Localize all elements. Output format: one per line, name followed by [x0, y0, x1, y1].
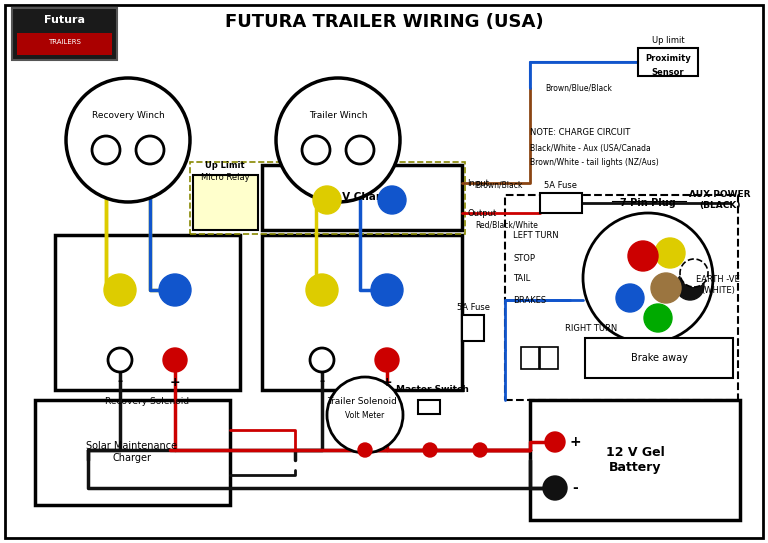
- Text: +: +: [170, 376, 180, 388]
- Circle shape: [104, 274, 136, 306]
- Text: Trailer Solenoid: Trailer Solenoid: [327, 397, 397, 407]
- Bar: [262, 235, 462, 390]
- Text: STOP: STOP: [513, 254, 535, 262]
- Circle shape: [651, 273, 681, 303]
- Circle shape: [655, 238, 685, 268]
- Text: -: -: [118, 376, 123, 388]
- Bar: [521, 347, 539, 369]
- Text: Brown/White - tail lights (NZ/Aus): Brown/White - tail lights (NZ/Aus): [530, 157, 659, 167]
- Text: Sensor: Sensor: [652, 67, 684, 77]
- Bar: [12, 8, 117, 60]
- Bar: [540, 347, 558, 369]
- Circle shape: [327, 377, 403, 453]
- Circle shape: [473, 443, 487, 457]
- Circle shape: [108, 348, 132, 372]
- Circle shape: [371, 274, 403, 306]
- Circle shape: [92, 136, 120, 164]
- Text: FUTURA TRAILER WIRING (USA): FUTURA TRAILER WIRING (USA): [225, 13, 543, 31]
- Circle shape: [346, 136, 374, 164]
- Text: Recovery Solenoid: Recovery Solenoid: [105, 397, 189, 407]
- Bar: [193, 175, 258, 230]
- Text: +: +: [382, 376, 392, 388]
- Circle shape: [136, 136, 164, 164]
- Text: BRAKES: BRAKES: [513, 295, 546, 305]
- Circle shape: [306, 274, 338, 306]
- Circle shape: [159, 274, 191, 306]
- Circle shape: [302, 136, 330, 164]
- Bar: [505, 195, 738, 400]
- Circle shape: [644, 304, 672, 332]
- Circle shape: [66, 78, 190, 202]
- Text: -: -: [572, 481, 578, 495]
- Text: Futura: Futura: [44, 15, 84, 25]
- Text: 7 Pin Plug: 7 Pin Plug: [620, 198, 676, 208]
- Circle shape: [423, 443, 437, 457]
- Circle shape: [545, 432, 565, 452]
- Text: 5A Fuse: 5A Fuse: [545, 180, 578, 190]
- Circle shape: [676, 272, 704, 300]
- Text: 12 V Gel
Battery: 12 V Gel Battery: [606, 446, 664, 474]
- Text: Trailer Winch: Trailer Winch: [309, 110, 367, 119]
- Bar: [540, 193, 582, 213]
- Text: Brake away: Brake away: [631, 353, 687, 363]
- Circle shape: [378, 186, 406, 214]
- Circle shape: [546, 433, 564, 451]
- Bar: [462, 315, 484, 341]
- Text: Proximity: Proximity: [645, 54, 691, 62]
- Text: Black/White - Aux (USA/Canada: Black/White - Aux (USA/Canada: [530, 143, 650, 153]
- Text: Output: Output: [467, 209, 496, 218]
- Text: Input: Input: [467, 179, 489, 187]
- Text: Micro Relay: Micro Relay: [200, 173, 250, 181]
- Text: EARTH -VE
(WHITE): EARTH -VE (WHITE): [696, 275, 740, 295]
- Circle shape: [310, 348, 334, 372]
- Text: TAIL: TAIL: [513, 274, 530, 282]
- Text: AUX POWER
(BLACK): AUX POWER (BLACK): [689, 190, 751, 210]
- Circle shape: [375, 348, 399, 372]
- Bar: [585, 338, 733, 378]
- Circle shape: [544, 477, 566, 499]
- Circle shape: [680, 259, 708, 287]
- Bar: [418, 400, 440, 414]
- Bar: [638, 48, 698, 76]
- Text: Up Limit: Up Limit: [205, 161, 245, 169]
- Text: Red/Black/White: Red/Black/White: [475, 220, 538, 230]
- Circle shape: [628, 241, 658, 271]
- Bar: [262, 165, 462, 230]
- Text: RIGHT TURN: RIGHT TURN: [565, 324, 617, 332]
- Text: Volt Meter: Volt Meter: [346, 411, 385, 420]
- Text: 5A Fuse: 5A Fuse: [456, 302, 489, 312]
- Bar: [190, 162, 465, 234]
- Text: Brown/Black: Brown/Black: [475, 180, 522, 190]
- Text: Solar Maintenance
Charger: Solar Maintenance Charger: [87, 441, 177, 463]
- Text: Recovery Winch: Recovery Winch: [91, 110, 164, 119]
- Circle shape: [163, 348, 187, 372]
- Text: TRAILERS: TRAILERS: [48, 39, 81, 45]
- Bar: [55, 235, 240, 390]
- Text: NOTE: CHARGE CIRCUIT: NOTE: CHARGE CIRCUIT: [530, 128, 631, 136]
- Bar: [530, 400, 740, 520]
- Circle shape: [616, 284, 644, 312]
- Text: -: -: [319, 376, 325, 388]
- Text: 12 V Charger: 12 V Charger: [323, 192, 400, 202]
- Bar: [17, 33, 112, 55]
- Bar: [35, 400, 230, 505]
- Circle shape: [276, 78, 400, 202]
- Circle shape: [583, 213, 713, 343]
- Circle shape: [358, 443, 372, 457]
- Text: Up limit: Up limit: [652, 35, 684, 45]
- Text: LEFT TURN: LEFT TURN: [513, 230, 558, 239]
- Text: Brown/Blue/Black: Brown/Blue/Black: [545, 84, 612, 92]
- Text: Master Switch: Master Switch: [396, 386, 468, 395]
- Circle shape: [543, 476, 567, 500]
- Circle shape: [313, 186, 341, 214]
- Text: +: +: [569, 435, 581, 449]
